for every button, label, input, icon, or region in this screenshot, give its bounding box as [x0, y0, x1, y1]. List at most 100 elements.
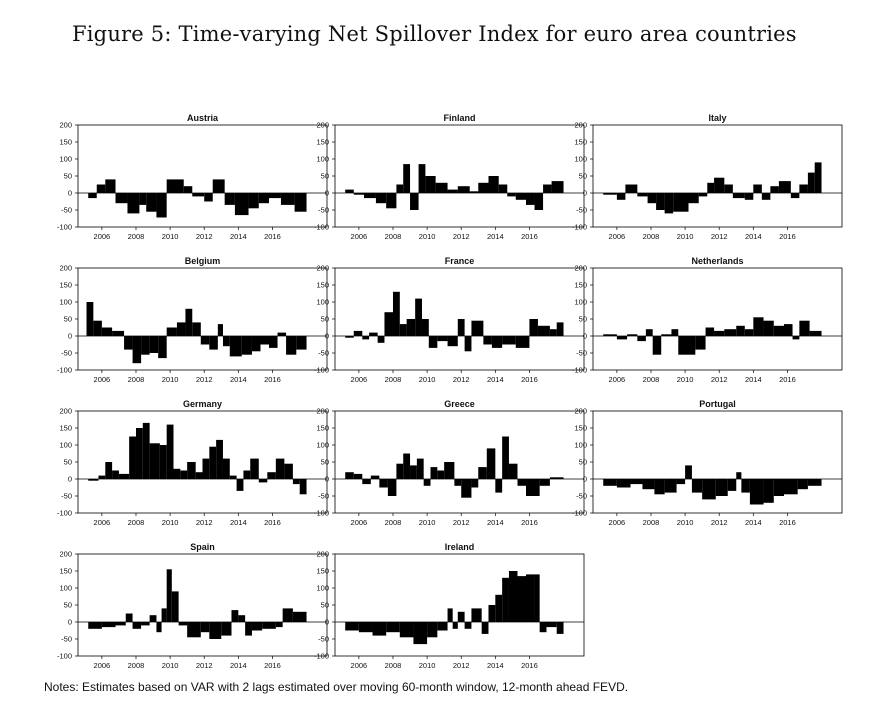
bar [502, 336, 516, 345]
bar [507, 193, 516, 197]
bar [603, 193, 617, 195]
bar [664, 479, 677, 493]
bar [262, 622, 276, 629]
x-tick-label: 2016 [264, 232, 281, 241]
bar [736, 325, 745, 336]
bar [413, 622, 428, 645]
x-tick-label: 2014 [230, 232, 247, 241]
chart-panel-italy: Italy 200 150 100 50 0 -50 -100 2006 2008 2010 2012… [572, 113, 843, 241]
bar [763, 479, 774, 503]
bar [807, 479, 822, 486]
bar [688, 193, 699, 204]
bar [166, 179, 184, 193]
y-tick-label: 150 [316, 567, 329, 576]
bar [149, 336, 159, 353]
x-tick-label: 2014 [745, 375, 762, 384]
plot-frame [592, 124, 843, 228]
y-tick-label: 100 [574, 298, 587, 307]
bar [392, 291, 400, 336]
bar [698, 193, 708, 197]
bar [495, 594, 503, 622]
bar [251, 622, 263, 631]
y-tick-label: 200 [574, 407, 587, 416]
bar [695, 336, 706, 350]
x-tick-label: 2008 [128, 661, 145, 670]
x-tick-label: 2016 [521, 661, 538, 670]
bar [245, 622, 252, 636]
y-tick-label: 0 [583, 189, 587, 198]
bar [471, 320, 484, 336]
bar [192, 322, 201, 336]
x-tick-label: 2012 [453, 661, 470, 670]
bar [387, 479, 397, 496]
bar [224, 193, 235, 205]
panel-title: Austria [187, 113, 219, 123]
bar [724, 329, 737, 336]
x-tick-label: 2012 [196, 232, 213, 241]
bar [603, 334, 617, 336]
bar [529, 319, 538, 336]
bar [773, 325, 785, 336]
bar [112, 330, 125, 336]
bar [158, 336, 167, 359]
bar [115, 622, 126, 626]
bar [135, 428, 143, 479]
bar [292, 611, 307, 622]
bar [457, 186, 470, 193]
bar [345, 189, 354, 193]
bar [471, 608, 482, 622]
y-tick-label: 50 [579, 458, 587, 467]
bar [269, 193, 281, 199]
panel-title: Finland [444, 113, 476, 123]
x-tick-label: 2006 [609, 375, 626, 384]
bar [551, 181, 564, 193]
x-tick-label: 2012 [711, 232, 728, 241]
y-tick-label: 0 [583, 332, 587, 341]
bar [625, 184, 638, 193]
bar [654, 479, 665, 495]
x-tick-label: 2012 [453, 375, 470, 384]
bar [403, 164, 411, 193]
bar [353, 330, 363, 336]
bar [616, 479, 631, 488]
bar [736, 472, 742, 479]
x-tick-label: 2010 [419, 518, 436, 527]
bar [724, 184, 733, 193]
bar [549, 329, 557, 336]
bar [124, 336, 133, 350]
bar [396, 463, 404, 479]
bar [386, 193, 397, 209]
bar [773, 479, 785, 496]
bar [267, 472, 276, 479]
bar [173, 468, 181, 479]
bar [292, 479, 300, 485]
x-tick-label: 2012 [453, 518, 470, 527]
bar [250, 458, 259, 479]
bar [676, 479, 686, 485]
x-tick-label: 2006 [609, 518, 626, 527]
bar [269, 336, 278, 348]
bar [363, 193, 376, 199]
x-tick-label: 2016 [521, 232, 538, 241]
y-tick-label: 150 [316, 138, 329, 147]
chart-panel-belgium: Belgium 200 150 100 50 0 -50 -100 2006 2008 2010 20… [57, 256, 328, 384]
y-tick-label: 150 [59, 424, 72, 433]
bar [384, 312, 393, 336]
bar [753, 184, 762, 193]
bar [345, 336, 354, 338]
y-tick-label: 200 [316, 550, 329, 559]
y-tick-label: 100 [316, 298, 329, 307]
bar [741, 479, 750, 493]
bar [603, 479, 617, 486]
bar [792, 336, 800, 340]
bar [372, 622, 387, 636]
y-tick-label: -100 [572, 366, 587, 375]
chart-panel-finland: Finland 200 150 100 50 0 -50 -100 2006 2008 2010 20… [314, 113, 585, 241]
x-tick-label: 2014 [745, 518, 762, 527]
bar [156, 193, 167, 218]
bar [258, 193, 270, 204]
bar [294, 193, 307, 212]
bar [299, 479, 307, 495]
bar [488, 605, 496, 622]
